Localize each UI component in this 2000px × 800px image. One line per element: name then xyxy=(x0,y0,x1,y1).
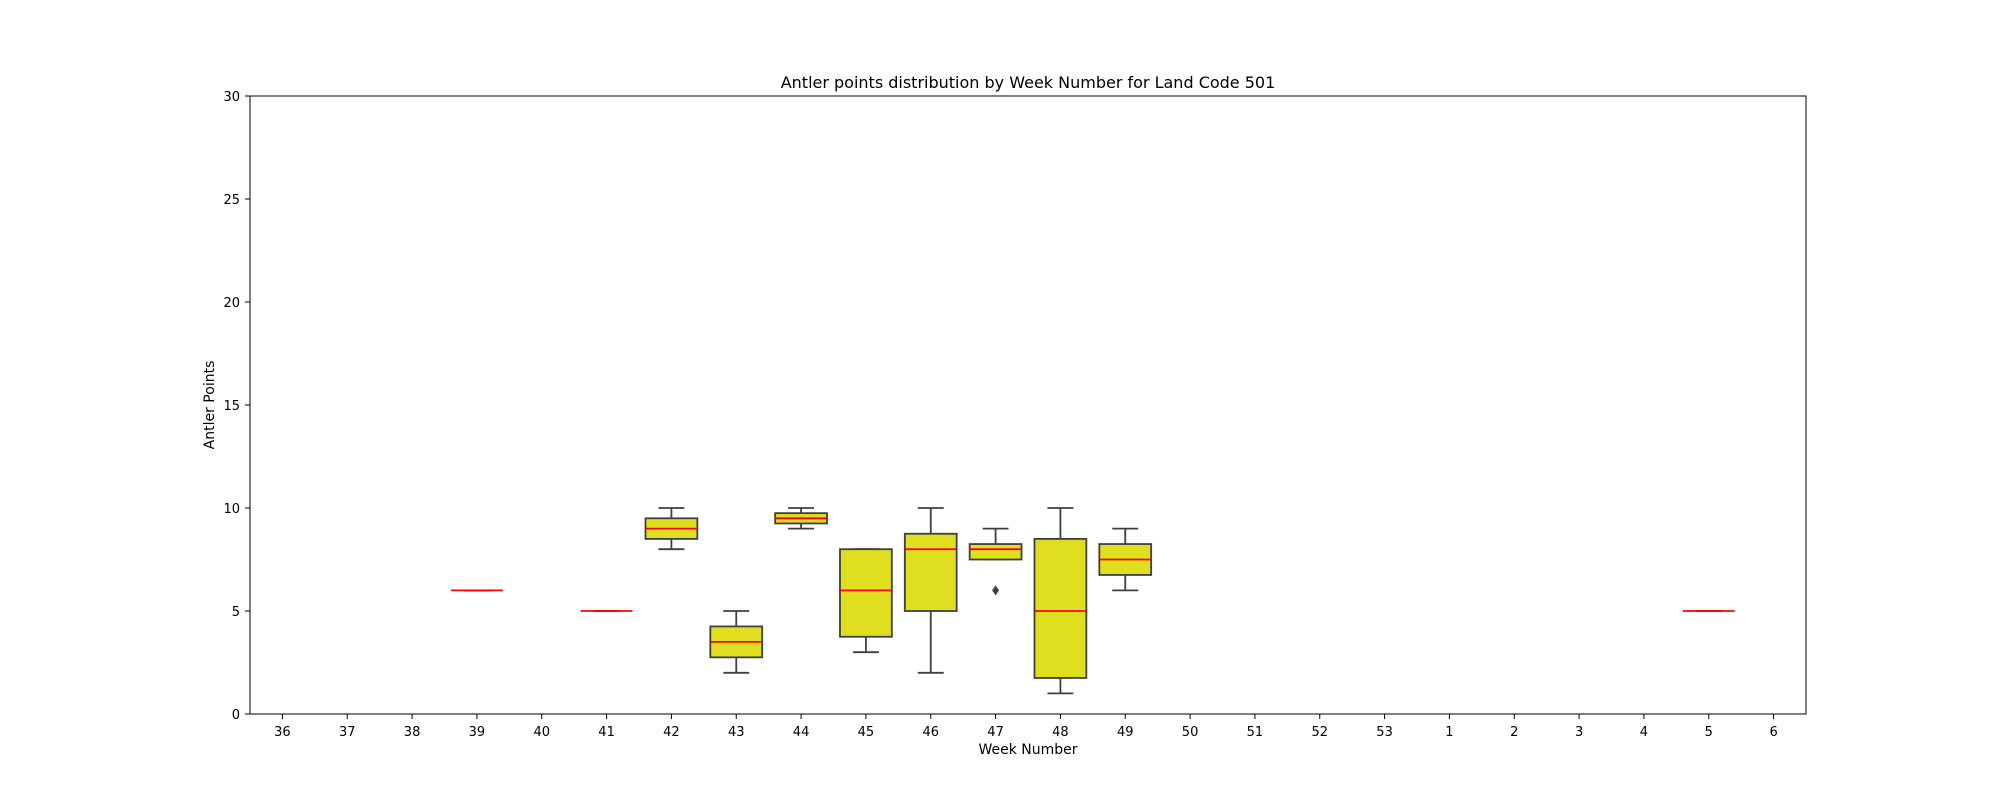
box-week-49 xyxy=(1098,527,1153,592)
box-series xyxy=(450,507,1735,695)
x-axis-label: Week Number xyxy=(978,742,1077,758)
box-iqr xyxy=(839,548,893,638)
x-tick-label: 6 xyxy=(1769,725,1777,740)
x-tick-label: 40 xyxy=(533,725,550,740)
x-axis-ticks: 36 37 38 39 40 41 42 43 44 45 46 47 48 49 50 51 52 53 1 2 3 4… xyxy=(274,714,1778,740)
box-week-45 xyxy=(839,548,893,654)
y-tick-label: 0 xyxy=(232,708,240,723)
x-tick-label: 2 xyxy=(1510,725,1518,740)
y-tick-label: 10 xyxy=(223,502,240,517)
x-tick-label: 53 xyxy=(1376,725,1393,740)
x-tick-label: 41 xyxy=(598,725,615,740)
x-tick-label: 42 xyxy=(663,725,680,740)
box-iqr xyxy=(903,532,958,612)
box-week-43 xyxy=(709,610,764,674)
x-tick-label: 52 xyxy=(1311,725,1328,740)
x-tick-label: 47 xyxy=(987,725,1004,740)
x-tick-label: 37 xyxy=(339,725,356,740)
x-tick-label: 43 xyxy=(728,725,745,740)
y-tick-label: 20 xyxy=(223,296,240,311)
x-tick-label: 46 xyxy=(922,725,939,740)
x-tick-label: 1 xyxy=(1445,725,1453,740)
x-tick-label: 51 xyxy=(1247,725,1264,740)
box-iqr xyxy=(1033,538,1088,679)
outlier-point xyxy=(992,585,1000,596)
box-week-47 xyxy=(968,527,1023,596)
x-tick-label: 39 xyxy=(469,725,486,740)
box-iqr xyxy=(968,543,1023,561)
x-tick-label: 36 xyxy=(274,725,291,740)
y-tick-label: 25 xyxy=(223,193,240,208)
x-tick-label: 50 xyxy=(1182,725,1199,740)
y-tick-label: 30 xyxy=(223,90,240,105)
x-tick-label: 48 xyxy=(1052,725,1069,740)
x-tick-label: 38 xyxy=(404,725,421,740)
y-tick-label: 15 xyxy=(223,399,240,414)
box-week-42 xyxy=(644,507,699,551)
x-tick-label: 49 xyxy=(1117,725,1134,740)
x-tick-label: 4 xyxy=(1640,725,1648,740)
x-tick-label: 45 xyxy=(858,725,875,740)
box-week-48 xyxy=(1033,507,1088,695)
x-tick-label: 44 xyxy=(793,725,810,740)
x-tick-label: 5 xyxy=(1705,725,1713,740)
x-tick-label: 3 xyxy=(1575,725,1583,740)
box-week-46 xyxy=(903,507,958,674)
box-week-44 xyxy=(774,507,828,530)
y-axis-ticks: 0 5 10 15 20 25 30 xyxy=(223,90,250,723)
plot-area-frame xyxy=(249,95,1807,715)
chart-title: Antler points distribution by Week Numbe… xyxy=(781,73,1276,92)
y-axis-label: Antler Points xyxy=(202,361,218,450)
y-tick-label: 5 xyxy=(232,605,240,620)
